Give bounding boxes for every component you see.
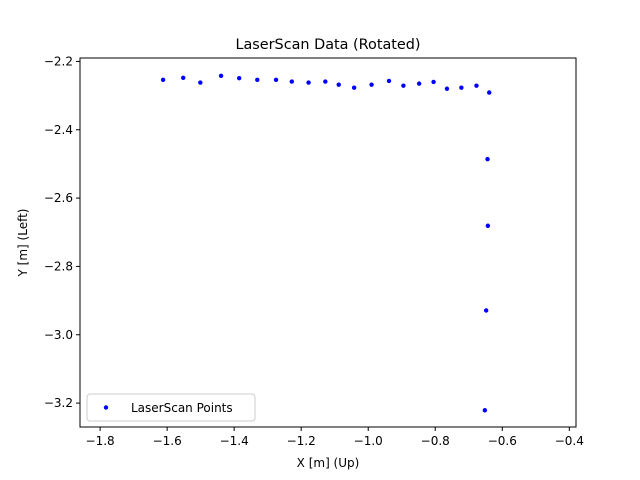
legend-marker	[103, 405, 109, 410]
data-point	[236, 75, 242, 81]
x-tick-label: −0.8	[421, 434, 450, 448]
x-tick-label: −1.4	[220, 434, 249, 448]
data-point	[444, 86, 450, 91]
x-axis-ticks: −1.8 −1.6 −1.4 −1.2 −1.0 −0.8 −0.6 −0.4	[86, 427, 584, 448]
data-point	[273, 77, 279, 83]
y-axis-ticks: −2.2 −2.4 −2.6 −2.8 −3.0 −3.2	[44, 54, 80, 410]
data-point	[474, 83, 479, 88]
y-tick-label: −3.0	[44, 328, 73, 342]
legend-frame	[86, 393, 256, 422]
data-point	[483, 308, 489, 313]
data-point	[218, 73, 224, 78]
data-point	[416, 81, 422, 86]
y-tick-label: −2.4	[44, 123, 73, 137]
x-tick-label: −0.4	[555, 434, 584, 448]
y-tick-label: −2.6	[44, 191, 73, 205]
data-point	[369, 82, 374, 87]
y-tick-label: −2.8	[44, 259, 73, 273]
data-point	[306, 80, 311, 85]
y-tick-label: −3.2	[44, 396, 73, 410]
plot-area-frame	[79, 57, 577, 428]
x-tick-label: −1.0	[354, 434, 383, 448]
y-tick-label: −2.2	[44, 54, 73, 68]
data-point	[323, 79, 328, 84]
data-point	[459, 85, 464, 90]
data-point	[386, 78, 392, 84]
data-point	[351, 85, 357, 90]
x-tick-label: −1.2	[287, 434, 316, 448]
x-axis-label: X [m] (Up)	[297, 456, 360, 470]
x-tick-label: −1.8	[86, 434, 115, 448]
data-point	[198, 80, 203, 85]
data-point	[485, 156, 490, 162]
data-point	[181, 75, 186, 81]
legend: LaserScan Points	[86, 393, 256, 422]
data-point	[336, 82, 341, 87]
y-axis-label: Y [m] (Left)	[16, 209, 30, 278]
data-point	[431, 79, 436, 85]
scatter-points	[160, 73, 492, 413]
chart-title: LaserScan Data (Rotated)	[235, 37, 420, 53]
data-point	[160, 77, 166, 83]
data-point	[289, 79, 295, 84]
x-tick-label: −0.6	[488, 434, 517, 448]
data-point	[255, 77, 260, 83]
data-point	[401, 83, 406, 88]
data-point	[485, 223, 491, 228]
legend-label: LaserScan Points	[131, 401, 233, 415]
data-point	[482, 408, 488, 413]
x-tick-label: −1.6	[153, 434, 182, 448]
data-point	[487, 90, 492, 95]
